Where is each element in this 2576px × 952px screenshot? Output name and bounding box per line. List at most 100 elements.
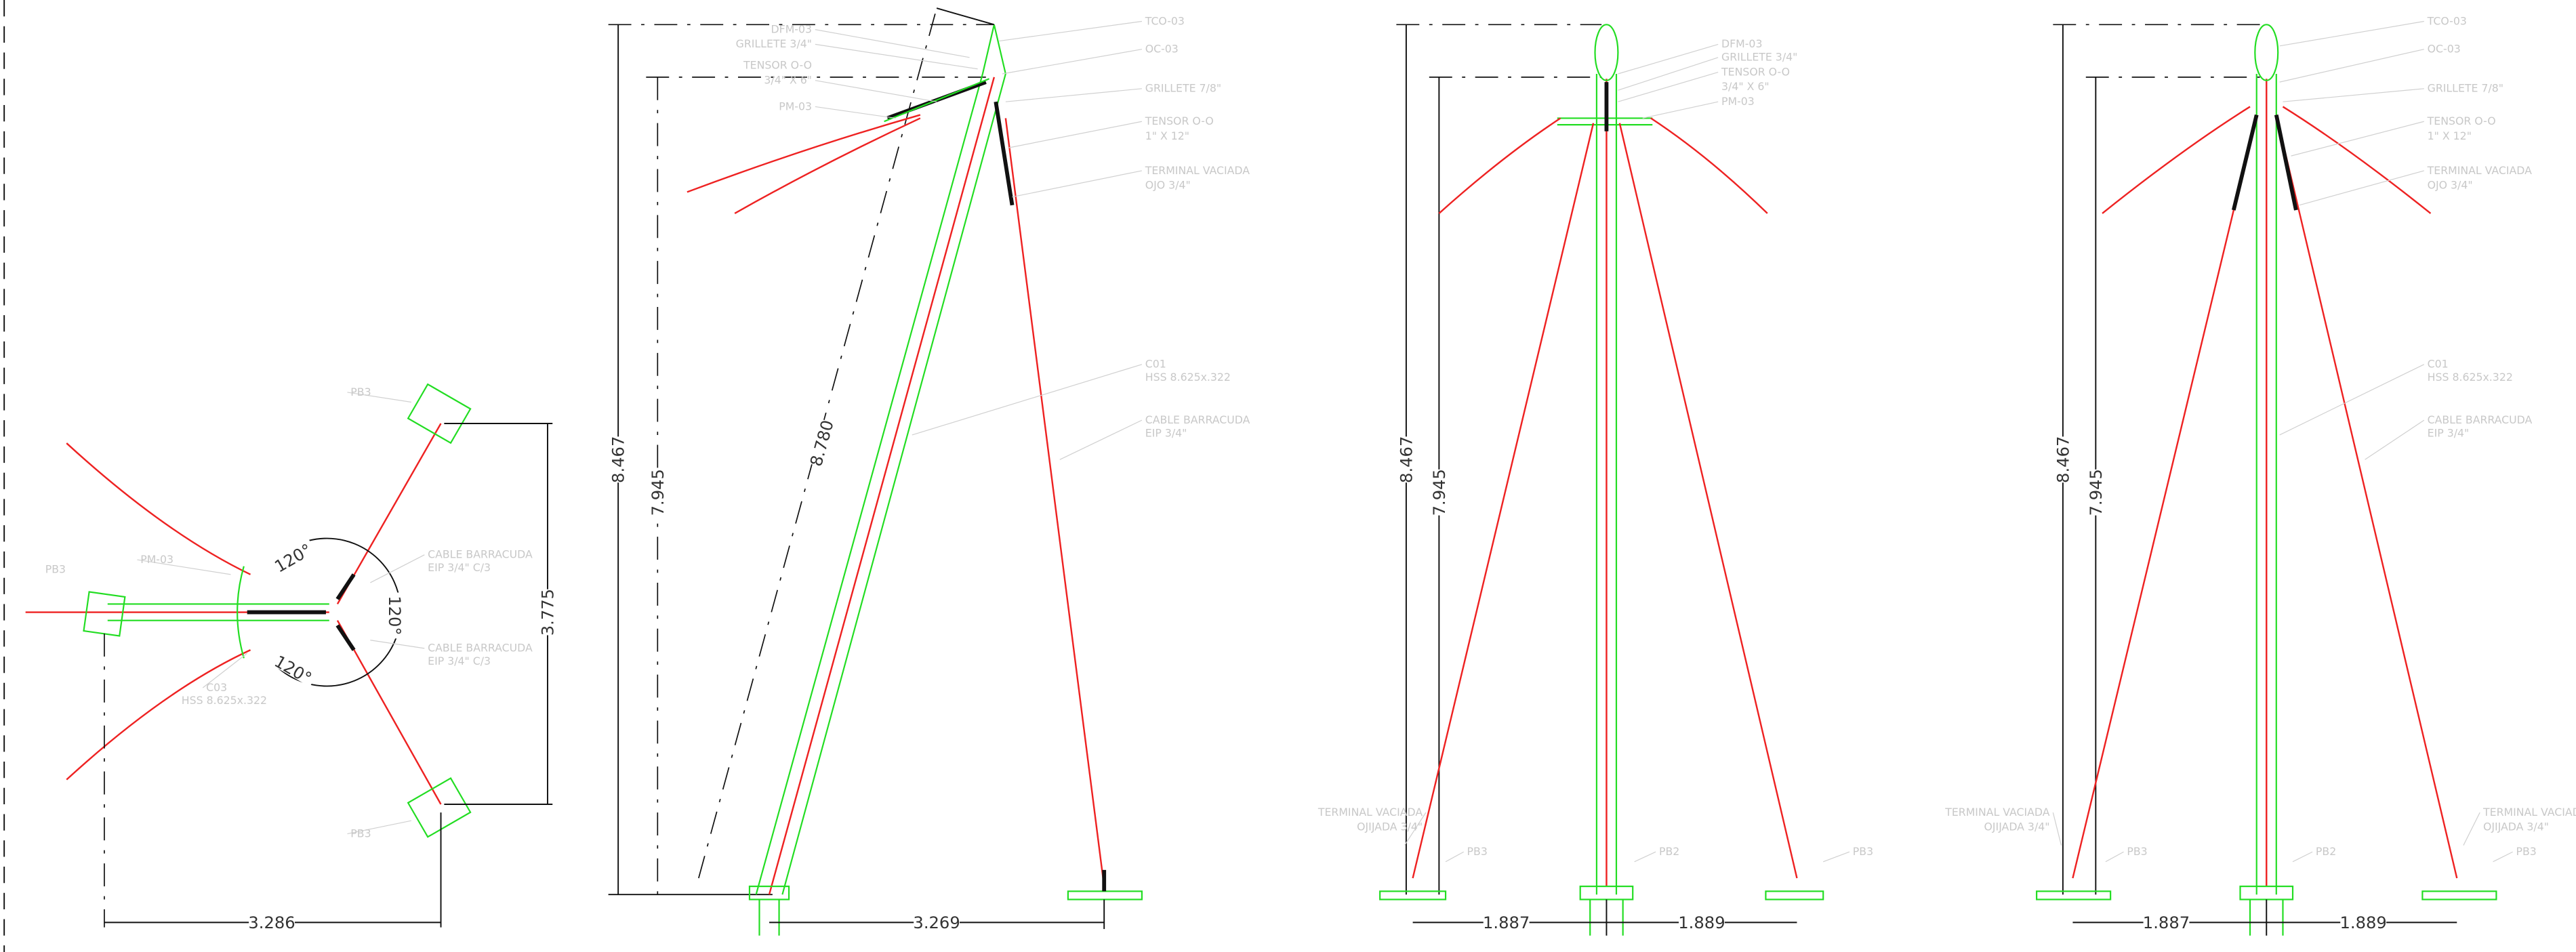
leader-line (2493, 851, 2513, 863)
callout-label: CABLE BARRACUDA (428, 548, 533, 561)
callout-label: TERMINAL VACIADA (1317, 806, 1423, 819)
dimension-gap (1679, 911, 1725, 930)
leader-line (1005, 88, 1142, 102)
dimension-text: 8.467 (1397, 436, 1416, 483)
leader-line (2279, 49, 2424, 83)
callout-label: OJIJADA 3/4" (2483, 821, 2549, 833)
callout-label: EIP 3/4" C/3 (428, 561, 491, 574)
callout-label: CABLE BARRACUDA (2428, 413, 2533, 426)
leader-line (1002, 49, 1143, 75)
callout-label: OC-03 (2428, 43, 2461, 56)
leader-line (2299, 170, 2424, 206)
leader-line (2105, 851, 2124, 863)
leader-line (1012, 170, 1143, 198)
callout-label: PM-03 (1721, 95, 1755, 108)
callout-label: EIP 3/4" (2428, 426, 2470, 439)
callout-label: PB3 (2127, 845, 2147, 858)
callout-label: OC-03 (1145, 43, 1179, 56)
callout-label: HSS 8.625x.322 (2428, 371, 2513, 384)
geometry (3, 0, 2497, 952)
leader-line (370, 554, 425, 583)
callout-label: TENSOR O-O (1145, 115, 1214, 127)
dimension-text: 3.775 (538, 589, 557, 636)
dimension-text: 1.889 (2340, 913, 2387, 932)
dimension-text: 3.269 (913, 913, 960, 932)
dimension-gap (1394, 436, 1413, 483)
dimension-gap (249, 911, 295, 930)
dimension-gap (2143, 911, 2190, 930)
callout-label: C01 (2428, 358, 2449, 371)
leader-line (2291, 121, 2424, 157)
callout-label: TERMINAL VACIADA (1944, 806, 2049, 819)
dimension-text: 7.945 (1430, 469, 1449, 516)
dimension-gap (914, 911, 960, 930)
dimension-gap (1427, 469, 1446, 516)
leader-line (1008, 121, 1143, 148)
callout-label: PB2 (1659, 845, 1679, 858)
leader-line (347, 392, 412, 403)
leader-line (815, 29, 970, 58)
callout-label: DFM-03 (771, 22, 812, 35)
callout-label: OJIJADA 3/4" (1984, 821, 2050, 833)
callout-label: PB3 (2516, 845, 2536, 858)
dimension-text: 1.887 (2143, 913, 2190, 932)
callout-label: TENSOR O-O (743, 59, 812, 72)
callout-label: PM-03 (779, 100, 812, 112)
dimension-text: 1.889 (1678, 913, 1725, 932)
callout-label: 1" X 12" (1145, 129, 1189, 142)
callout-label: 1" X 12" (2428, 129, 2472, 142)
dimension-text: 7.945 (649, 469, 668, 516)
callout-label: C03 (206, 681, 227, 694)
callout-label: GRILLETE 7/8" (2428, 82, 2503, 95)
dimension-gap (536, 589, 554, 636)
callout-label: TCO-03 (1145, 14, 1185, 27)
leader-line (1445, 851, 1464, 863)
leader-line (2365, 419, 2425, 460)
dimension-text: 8.467 (2053, 436, 2072, 483)
callout-label: C01 (1145, 358, 1166, 371)
dimension-text: 3.286 (248, 913, 295, 932)
dimension-gap (607, 436, 625, 483)
leader-line (815, 80, 937, 102)
callout-label: PB3 (350, 827, 371, 840)
callout-label: GRILLETE 3/4" (1721, 51, 1797, 64)
callout-label: TERMINAL VACIADA (2427, 164, 2532, 177)
leader-line (2283, 88, 2424, 102)
callout-label: 3/4" X 6" (764, 74, 812, 87)
dimension-gap (267, 536, 316, 575)
callout-label: TERMINAL VACIADA (1145, 164, 1250, 177)
dimension-gap (2084, 469, 2103, 516)
dimension-text: 8.467 (609, 436, 628, 483)
leader-line (370, 640, 425, 649)
dimension-text: 7.945 (2087, 469, 2106, 516)
dimension-gap (646, 469, 664, 516)
leader-line (2279, 364, 2425, 436)
leader-line (912, 364, 1143, 436)
leader-line (2052, 812, 2062, 846)
callout-label: PB3 (350, 386, 371, 398)
callout-label: TCO-03 (2427, 14, 2467, 27)
leader-line (815, 43, 978, 70)
callout-label: DFM-03 (1721, 37, 1762, 50)
leader-line (347, 820, 412, 835)
callout-label: TENSOR O-O (2427, 115, 2496, 127)
callout-label: GRILLETE 7/8" (1145, 82, 1221, 95)
dimension-gap (1483, 911, 1530, 930)
callout-label: GRILLETE 3/4" (736, 37, 812, 50)
dimension-gap (270, 648, 319, 687)
dimension-gap (2340, 911, 2387, 930)
dimension-gap (388, 592, 407, 639)
leader-line (815, 106, 896, 119)
callout-label: PB3 (1853, 845, 1873, 858)
dimension-text: 120° (385, 596, 404, 635)
callout-label: TERMINAL VACIADA (2482, 806, 2576, 819)
callout-label: TENSOR O-O (1721, 65, 1790, 78)
leader-line (1618, 43, 1719, 75)
callout-label: OJO 3/4" (2428, 179, 2473, 192)
callout-label: HSS 8.625x.322 (182, 694, 267, 707)
dimension-text: 1.887 (1483, 913, 1530, 932)
callout-label: PB3 (45, 562, 66, 575)
callout-label: PB3 (1467, 845, 1488, 858)
leader-line (1404, 812, 1427, 846)
